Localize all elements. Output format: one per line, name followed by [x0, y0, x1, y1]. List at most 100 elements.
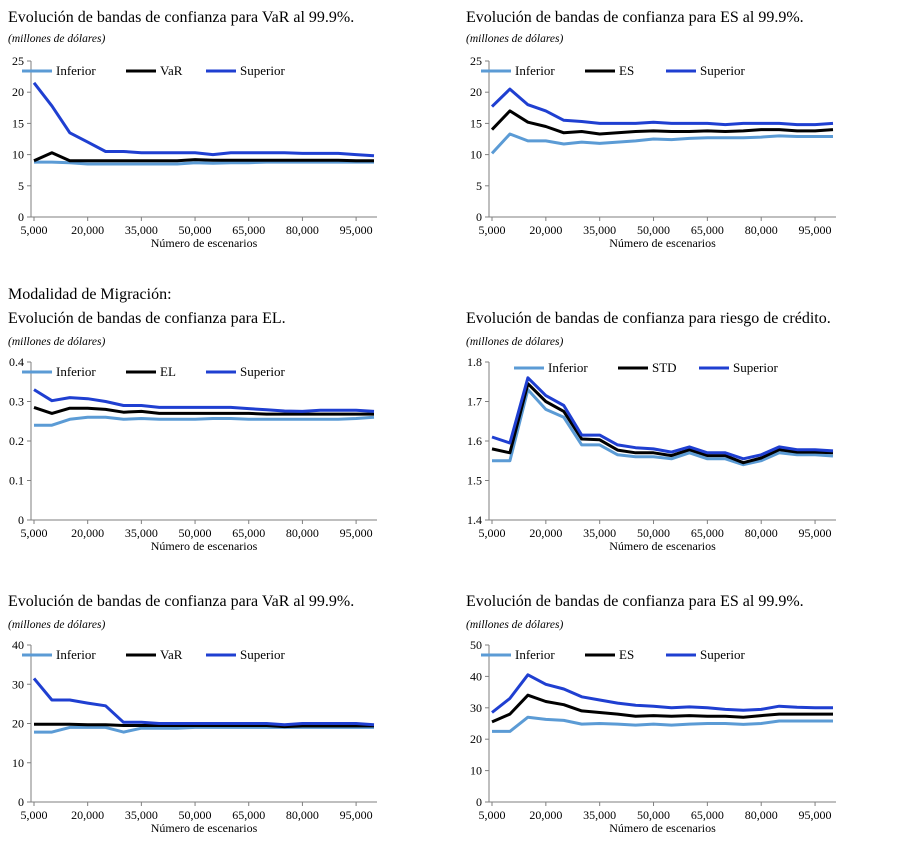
x-tick-label: 5,000 [479, 808, 506, 822]
y-tick-label: 5 [476, 179, 482, 193]
series-line-std [491, 382, 834, 465]
x-axis-label: Número de escenarios [151, 236, 258, 250]
series-line-es [490, 109, 834, 136]
chart-title: Evolución de bandas de confianza para Va… [8, 9, 355, 26]
y-tick-label: 0 [18, 513, 24, 527]
legend-label: ES [619, 63, 634, 78]
series-line-inferior [34, 725, 374, 734]
chart-units: (millones de dólares) [8, 33, 106, 45]
x-tick-label: 5,000 [21, 808, 48, 822]
x-tick-label: 95,000 [340, 526, 373, 540]
y-tick-label: 1.8 [467, 355, 482, 369]
series-line-var [34, 722, 374, 729]
x-tick-label: 35,000 [125, 223, 158, 237]
y-tick-label: 1.5 [467, 474, 482, 488]
x-tick-label: 80,000 [286, 526, 319, 540]
x-tick-label: 35,000 [125, 526, 158, 540]
y-tick-label: 40 [12, 638, 24, 652]
legend-label: STD [652, 360, 677, 375]
y-tick-label: 25 [470, 54, 482, 68]
x-tick-label: 65,000 [232, 223, 265, 237]
x-tick-label: 50,000 [637, 223, 670, 237]
x-tick-label: 50,000 [179, 223, 212, 237]
chart-units: (millones de dólares) [8, 619, 106, 631]
legend-label: Inferior [56, 63, 96, 78]
x-tick-label: 80,000 [745, 223, 778, 237]
x-tick-label: 35,000 [583, 526, 616, 540]
series-line-inferior [34, 415, 375, 427]
x-tick-label: 65,000 [691, 223, 724, 237]
chart-title: Evolución de bandas de confianza para ES… [466, 593, 804, 610]
y-tick-label: 1.6 [467, 434, 482, 448]
x-tick-label: 95,000 [799, 223, 832, 237]
x-axis-label: Número de escenarios [151, 539, 258, 553]
y-tick-label: 15 [470, 116, 482, 130]
series-line-superior [32, 677, 375, 727]
y-tick-label: 20 [470, 85, 482, 99]
series-line-es [491, 693, 833, 724]
y-tick-label: 10 [12, 756, 24, 770]
x-tick-label: 5,000 [21, 526, 48, 540]
legend-label: VaR [160, 63, 183, 78]
x-tick-label: 20,000 [529, 223, 562, 237]
y-tick-label: 0.1 [9, 474, 24, 488]
series-line-superior [490, 87, 834, 127]
x-tick-label: 20,000 [529, 808, 562, 822]
y-tick-label: 40 [470, 669, 482, 683]
x-tick-label: 80,000 [745, 808, 778, 822]
x-tick-label: 95,000 [799, 526, 832, 540]
series-line-superior [491, 376, 834, 461]
x-tick-label: 65,000 [691, 808, 724, 822]
x-tick-label: 65,000 [232, 526, 265, 540]
x-tick-label: 65,000 [232, 808, 265, 822]
section-header: Modalidad de Migración: [8, 286, 172, 303]
y-tick-label: 0.4 [9, 355, 24, 369]
x-tick-label: 65,000 [691, 526, 724, 540]
series-line-inferior [492, 388, 834, 467]
x-tick-label: 50,000 [179, 808, 212, 822]
legend-label: Inferior [515, 63, 555, 78]
chart-units: (millones de dólares) [466, 336, 564, 348]
y-tick-label: 5 [18, 179, 24, 193]
series-line-superior [32, 81, 375, 158]
legend-label: Inferior [548, 360, 588, 375]
legend-label: Superior [240, 364, 285, 379]
y-tick-label: 1.4 [467, 513, 482, 527]
x-tick-label: 20,000 [529, 526, 562, 540]
x-tick-label: 80,000 [286, 223, 319, 237]
y-tick-label: 0 [18, 210, 24, 224]
x-tick-label: 20,000 [71, 223, 104, 237]
x-tick-label: 20,000 [71, 808, 104, 822]
legend-label: Superior [733, 360, 778, 375]
legend-label: VaR [160, 647, 183, 662]
y-tick-label: 20 [12, 717, 24, 731]
x-axis-label: Número de escenarios [609, 539, 716, 553]
x-tick-label: 80,000 [745, 526, 778, 540]
x-tick-label: 20,000 [71, 526, 104, 540]
legend-label: Inferior [56, 364, 96, 379]
x-tick-label: 95,000 [340, 808, 373, 822]
y-tick-label: 0 [476, 210, 482, 224]
y-tick-label: 0.2 [9, 434, 24, 448]
y-tick-label: 30 [470, 701, 482, 715]
series-line-inferior [34, 160, 374, 166]
chart-units: (millones de dólares) [8, 336, 106, 348]
y-tick-label: 20 [470, 732, 482, 746]
x-tick-label: 50,000 [179, 526, 212, 540]
y-tick-label: 10 [12, 148, 24, 162]
y-tick-label: 30 [12, 677, 24, 691]
series-line-el [33, 405, 374, 416]
x-tick-label: 50,000 [637, 526, 670, 540]
y-tick-label: 20 [12, 85, 24, 99]
legend-label: Superior [700, 63, 745, 78]
x-tick-label: 80,000 [286, 808, 319, 822]
legend-label: Superior [700, 647, 745, 662]
x-tick-label: 5,000 [479, 526, 506, 540]
chart-title: Evolución de bandas de confianza para Va… [8, 593, 355, 610]
x-axis-label: Número de escenarios [151, 821, 258, 835]
x-tick-label: 35,000 [583, 223, 616, 237]
